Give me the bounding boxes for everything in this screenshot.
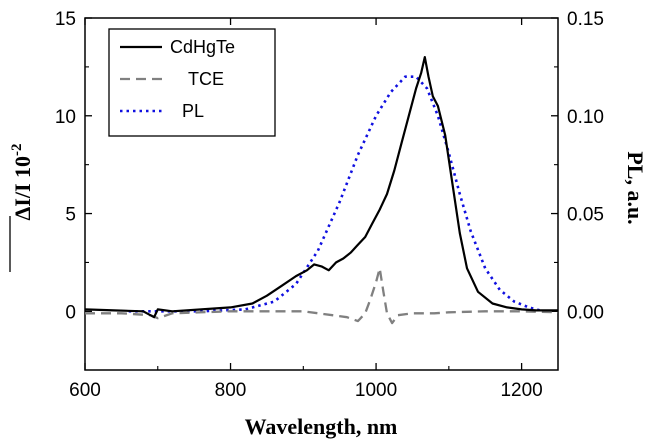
x-tick-label: 800	[215, 380, 247, 401]
y-axis-right-title: PL, a.u.	[623, 151, 648, 224]
series-line-cdhgte	[84, 55, 558, 319]
y-axis-left-title-main: ΔI/I 10	[10, 156, 35, 221]
y-left-tick-label: 0	[65, 302, 76, 323]
y-right-tick-label: 0.15	[567, 9, 604, 30]
x-tick-label: 1200	[500, 380, 542, 401]
legend-label-cdhgte: CdHgTe	[170, 37, 235, 57]
legend: CdHgTe TCE PL	[108, 28, 276, 137]
axis-ticks	[84, 17, 558, 370]
tick-labels: 600 800 1000 1200 0 5 10 15 0.00 0.05 0.10 0.15	[55, 9, 604, 401]
series-line-tce	[85, 267, 559, 325]
y-left-tick-label: 10	[55, 107, 76, 128]
y-right-tick-label: 0.10	[567, 107, 604, 128]
y-left-tick-label: 15	[55, 9, 76, 30]
y-axis-left-title-exponent: -2	[9, 143, 25, 156]
legend-label-tce: TCE	[188, 69, 224, 89]
y-right-tick-label: 0.00	[567, 302, 604, 323]
x-axis-title: Wavelength, nm	[245, 414, 398, 439]
y-left-tick-label: 5	[65, 205, 76, 226]
plot-frame	[84, 17, 559, 371]
x-tick-label: 1000	[355, 380, 397, 401]
series-layer	[84, 55, 559, 325]
svg-text:ΔI/I 10-2: ΔI/I 10-2	[9, 143, 35, 220]
legend-label-pl: PL	[182, 101, 204, 121]
y-axis-left-title: ΔI/I 10-2	[9, 143, 35, 272]
x-tick-label: 600	[69, 380, 101, 401]
y-right-tick-label: 0.05	[567, 205, 604, 226]
